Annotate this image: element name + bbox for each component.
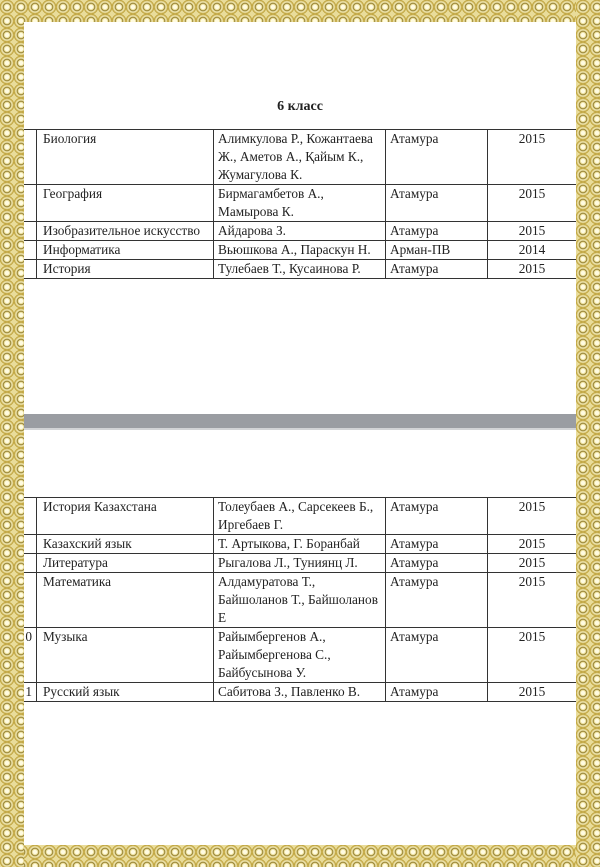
subject-cell: Биология <box>36 129 214 185</box>
table-row: География Бирмагамбетов А., Мамырова К. Ат… <box>22 184 577 222</box>
year-cell: 2015 <box>487 221 577 241</box>
authors-cell: Алдамуратова Т., Байшоланов Т., Байшолан… <box>213 572 386 628</box>
publisher-cell: Атамура <box>385 682 488 702</box>
year-cell: 2015 <box>487 627 577 683</box>
decorative-chain-border-top <box>0 0 600 22</box>
decorative-chain-border-left <box>0 0 24 867</box>
year-cell: 2015 <box>487 497 577 535</box>
table-row: История Казахстана Толеубаев А., Сарсекее… <box>22 497 577 535</box>
row-number <box>22 572 37 628</box>
year-cell: 2015 <box>487 553 577 573</box>
subject-cell: История Казахстана <box>36 497 214 535</box>
year-cell: 2015 <box>487 534 577 554</box>
table-row: Математика Алдамуратова Т., Байшоланов Т.… <box>22 572 577 628</box>
authors-cell: Алимкулова Р., Кожантаева Ж., Аметов А.,… <box>213 129 386 185</box>
year-cell: 2014 <box>487 240 577 260</box>
subject-cell: Литература <box>36 553 214 573</box>
textbook-table-page2: История Казахстана Толеубаев А., Сарсекее… <box>22 497 577 702</box>
table-row: Изобразительное искусство Айдарова З. Атам… <box>22 221 577 241</box>
decorative-chain-border-bottom <box>0 845 600 867</box>
subject-cell: Русский язык <box>36 682 214 702</box>
publisher-cell: Атамура <box>385 497 488 535</box>
year-cell: 2015 <box>487 259 577 279</box>
subject-cell: Информатика <box>36 240 214 260</box>
publisher-cell: Атамура <box>385 184 488 222</box>
row-number: 0 <box>22 627 37 683</box>
year-cell: 2015 <box>487 572 577 628</box>
row-number <box>22 534 37 554</box>
subject-cell: Казахский язык <box>36 534 214 554</box>
subject-cell: История <box>36 259 214 279</box>
year-cell: 2015 <box>487 682 577 702</box>
page-separator <box>0 414 600 430</box>
table-row: Биология Алимкулова Р., Кожантаева Ж., Ам… <box>22 129 577 185</box>
table-row: 0 Музыка Райымбергенов А., Райымбергенова … <box>22 627 577 683</box>
row-number <box>22 184 37 222</box>
table-row: Информатика Вьюшкова А., Параскун Н. Арман… <box>22 240 577 260</box>
textbook-table-page1: Биология Алимкулова Р., Кожантаева Ж., Ам… <box>22 129 577 279</box>
publisher-cell: Атамура <box>385 221 488 241</box>
page-heading: 6 класс <box>277 99 323 114</box>
row-number <box>22 221 37 241</box>
table-row: Казахский язык Т. Артыкова, Г. Боранбай Ат… <box>22 534 577 554</box>
row-number <box>22 497 37 535</box>
publisher-cell: Атамура <box>385 627 488 683</box>
subject-cell: Изобразительное искусство <box>36 221 214 241</box>
publisher-cell: Атамура <box>385 572 488 628</box>
row-number <box>22 240 37 260</box>
decorative-chain-border-right <box>576 0 600 867</box>
year-cell: 2015 <box>487 184 577 222</box>
row-number <box>22 129 37 185</box>
authors-cell: Т. Артыкова, Г. Боранбай <box>213 534 386 554</box>
row-number <box>22 553 37 573</box>
table-row: Литература Рыгалова Л., Туниянц Л. Атамура… <box>22 553 577 573</box>
publisher-cell: Атамура <box>385 259 488 279</box>
table-row: 1 Русский язык Сабитова З., Павленко В. Ата… <box>22 682 577 702</box>
row-number: 1 <box>22 682 37 702</box>
authors-cell: Вьюшкова А., Параскун Н. <box>213 240 386 260</box>
authors-cell: Сабитова З., Павленко В. <box>213 682 386 702</box>
table-row: История Тулебаев Т., Кусаинова Р. Атамура 2… <box>22 259 577 279</box>
publisher-cell: Арман-ПВ <box>385 240 488 260</box>
subject-cell: География <box>36 184 214 222</box>
authors-cell: Райымбергенов А., Райымбергенова С., Бай… <box>213 627 386 683</box>
authors-cell: Тулебаев Т., Кусаинова Р. <box>213 259 386 279</box>
publisher-cell: Атамура <box>385 553 488 573</box>
authors-cell: Толеубаев А., Сарсекеев Б., Иргебаев Г. <box>213 497 386 535</box>
publisher-cell: Атамура <box>385 534 488 554</box>
publisher-cell: Атамура <box>385 129 488 185</box>
row-number <box>22 259 37 279</box>
authors-cell: Бирмагамбетов А., Мамырова К. <box>213 184 386 222</box>
year-cell: 2015 <box>487 129 577 185</box>
authors-cell: Айдарова З. <box>213 221 386 241</box>
subject-cell: Математика <box>36 572 214 628</box>
subject-cell: Музыка <box>36 627 214 683</box>
authors-cell: Рыгалова Л., Туниянц Л. <box>213 553 386 573</box>
